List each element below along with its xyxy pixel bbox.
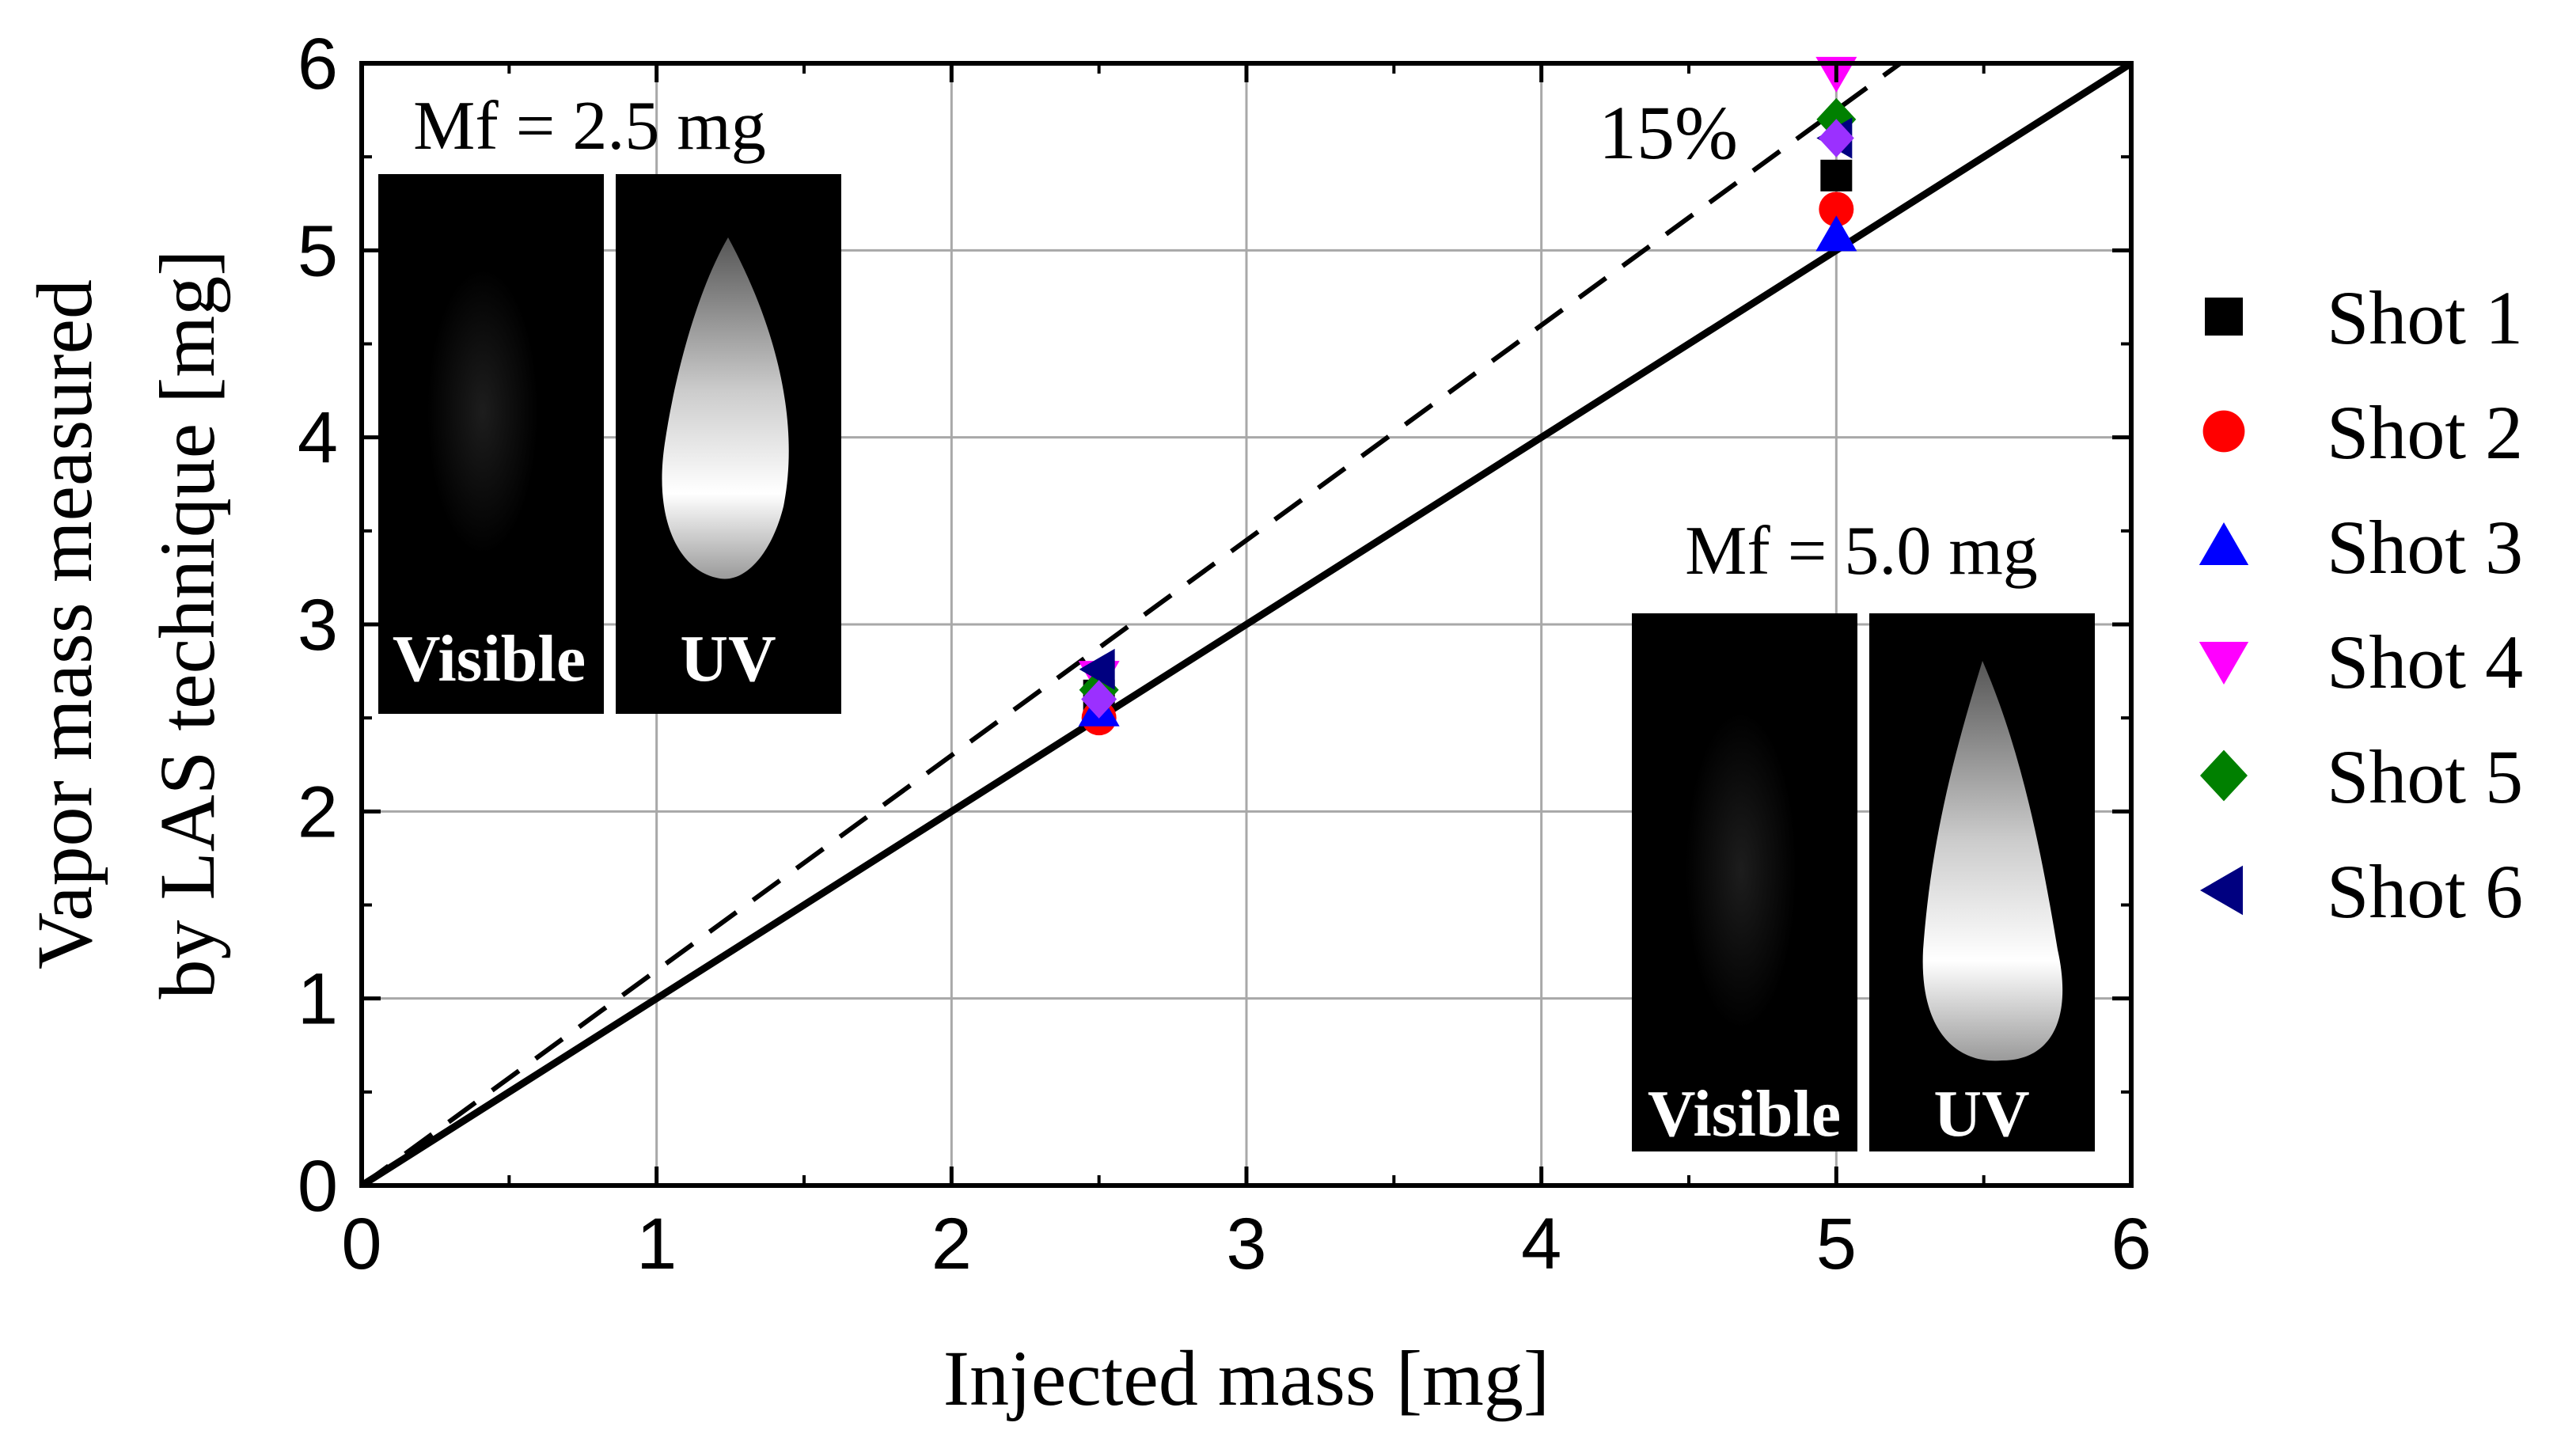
data-point-shot-2 bbox=[1819, 192, 1854, 227]
x-tick-label: 4 bbox=[1521, 1204, 1561, 1284]
legend-label-shot-5: Shot 5 bbox=[2327, 734, 2523, 819]
x-tick-labels: 0 1 2 3 4 5 6 bbox=[341, 1204, 2151, 1284]
inset-mf-5-0: Mf = 5.0 mg Visible UV bbox=[1632, 513, 2095, 1151]
legend-label-shot-3: Shot 3 bbox=[2327, 505, 2523, 590]
inset-title-2-5: Mf = 2.5 mg bbox=[413, 88, 766, 165]
data-point-overlay bbox=[1081, 680, 1117, 719]
inset-label-visible-2: Visible bbox=[1648, 1077, 1841, 1151]
x-axis-title: Injected mass [mg] bbox=[943, 1334, 1550, 1422]
axis-ticks bbox=[359, 61, 2134, 1188]
legend-marker-shot-2 bbox=[2202, 410, 2245, 453]
data-point-shot-6 bbox=[1079, 648, 1115, 690]
inset-title-5-0: Mf = 5.0 mg bbox=[1685, 513, 2038, 590]
inset-visible-glow bbox=[427, 269, 538, 554]
reference-line-15-percent bbox=[362, 63, 1905, 1186]
inset-label-visible: Visible bbox=[393, 622, 586, 696]
legend-marker-shot-4 bbox=[2199, 642, 2249, 685]
inset-uv-plume bbox=[662, 237, 789, 579]
data-point-overlay bbox=[1818, 119, 1854, 157]
y-tick-label: 2 bbox=[298, 772, 338, 852]
inset-uv-plume-2 bbox=[1922, 661, 2063, 1061]
annotation-15-percent: 15% bbox=[1599, 90, 1738, 175]
y-tick-label: 1 bbox=[298, 959, 338, 1040]
inset-mf-2-5: Mf = 2.5 mg Visible UV bbox=[378, 88, 841, 714]
y-tick-label: 6 bbox=[298, 24, 338, 104]
x-tick-label: 3 bbox=[1226, 1204, 1266, 1284]
legend: Shot 1 Shot 2 Shot 3 Shot 4 Shot 5 Shot 6 bbox=[2199, 275, 2523, 934]
x-tick-label: 1 bbox=[636, 1204, 677, 1284]
inset-visible-glow-2 bbox=[1686, 712, 1796, 1029]
legend-label-shot-1: Shot 1 bbox=[2327, 275, 2523, 360]
legend-marker-shot-3 bbox=[2199, 522, 2249, 565]
data-point-shot-3 bbox=[1815, 215, 1857, 252]
y-tick-labels: 0 1 2 3 4 5 6 bbox=[298, 24, 338, 1227]
x-tick-label: 6 bbox=[2111, 1204, 2151, 1284]
y-tick-label: 0 bbox=[298, 1146, 338, 1227]
legend-label-shot-2: Shot 2 bbox=[2327, 390, 2523, 475]
x-tick-label: 0 bbox=[341, 1204, 381, 1284]
inset-label-uv-2: UV bbox=[1933, 1077, 2029, 1151]
y-axis-title-line2: by LAS technique [mg] bbox=[143, 249, 231, 999]
legend-marker-shot-6 bbox=[2200, 865, 2243, 916]
legend-marker-shot-1 bbox=[2205, 298, 2243, 336]
y-tick-label: 4 bbox=[298, 398, 338, 479]
y-tick-label: 5 bbox=[298, 211, 338, 291]
data-point-shot-1 bbox=[1820, 159, 1853, 192]
y-axis-title-line1: Vapor mass measured bbox=[21, 279, 108, 969]
x-tick-label: 5 bbox=[1816, 1204, 1857, 1284]
legend-marker-shot-5 bbox=[2200, 749, 2248, 802]
x-tick-label: 2 bbox=[931, 1204, 972, 1284]
inset-label-uv: UV bbox=[680, 622, 776, 696]
legend-label-shot-6: Shot 6 bbox=[2327, 849, 2523, 934]
y-tick-label: 3 bbox=[298, 585, 338, 666]
legend-label-shot-4: Shot 4 bbox=[2327, 620, 2523, 704]
